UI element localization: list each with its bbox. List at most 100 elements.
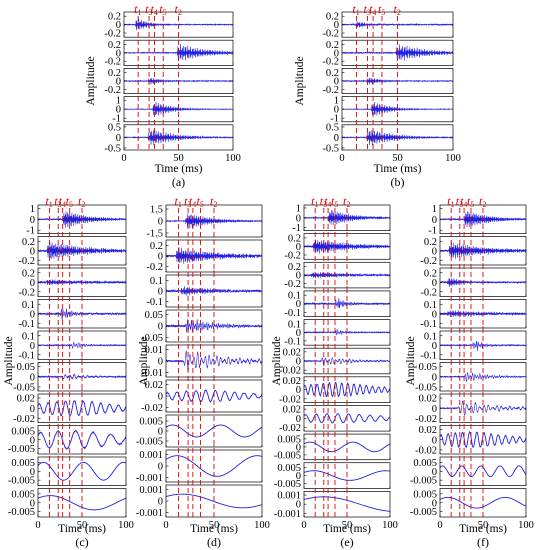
y-tick-label: -0.2 (284, 279, 301, 290)
trace-e-8: 0.020-0.02 (279, 405, 391, 434)
y-tick-label: 0.2 (150, 241, 163, 252)
trace-e-1: 10-1 (292, 203, 391, 234)
y-tick-label: -0.1 (420, 350, 437, 361)
y-axis-title: Amplitude (271, 336, 283, 385)
y-tick-label: 0.005 (413, 489, 437, 500)
y-tick-label: 0 (116, 48, 121, 59)
trace-b-2: 0.20-0.2 (322, 39, 454, 68)
waveform-c-9 (37, 461, 127, 481)
trace-b-4: 10-1 (330, 96, 454, 125)
trace-b-5: 0.50-0.5 (322, 122, 454, 154)
y-tick-label: 0.005 (11, 426, 35, 437)
trace-d-3: 0.10-0.1 (146, 274, 263, 308)
y-tick-label: 0 (296, 213, 301, 224)
marker-label-t3: t3 (320, 194, 327, 209)
trace-f-5: 0.10-0.1 (420, 330, 527, 361)
y-tick-label: 0 (30, 215, 35, 226)
y-axis-title: Amplitude (3, 336, 15, 385)
y-tick-label: -0.2 (18, 287, 35, 298)
y-tick-label: -1.5 (146, 229, 163, 240)
marker-label-t4: t4 (369, 2, 376, 17)
y-tick-label: 0.1 (150, 276, 163, 287)
y-tick-label: 0 (158, 497, 163, 508)
y-tick-label: 0.1 (424, 300, 437, 311)
y-tick-label: -0.5 (104, 143, 121, 154)
y-tick-label: -0.1 (146, 297, 163, 308)
y-tick-label: 0 (30, 467, 35, 478)
y-axis-title: Amplitude (405, 336, 417, 385)
y-tick-label: 0.2 (424, 268, 437, 279)
y-tick-label: 0.001 (277, 491, 301, 502)
y-tick-label: 0.02 (283, 405, 301, 416)
panel-letter-e: (e) (340, 535, 353, 549)
y-tick-label: -0.2 (284, 251, 301, 262)
marker-label-t1: t1 (447, 194, 454, 209)
y-tick-label: -0.5 (322, 143, 339, 154)
marker-label-t5: t5 (66, 194, 73, 209)
panel-b: 0.20-0.20.20-0.20.20-0.210-10.50-0.50 50 1… (294, 2, 461, 189)
x-tick-label: 50 (392, 153, 403, 164)
trace-a-5: 0.50-0.5 (104, 122, 234, 154)
y-tick-label: 0.1 (22, 300, 35, 311)
waveform-d-2 (165, 247, 263, 264)
trace-d-1: 1.50-1.5 (146, 205, 263, 240)
waveform-e-4 (303, 298, 391, 309)
marker-label-t5: t5 (467, 194, 474, 209)
y-tick-label: 0 (30, 309, 35, 320)
x-tick-label: 100 (445, 153, 461, 164)
y-tick-label: 0 (296, 442, 301, 453)
waveform-c-8 (37, 429, 127, 450)
y-tick-label: -0.2 (322, 85, 339, 96)
panel-letter-a: (a) (172, 175, 185, 189)
trace-b-1: 0.20-0.2 (322, 11, 454, 40)
y-tick-label: -0.2 (104, 85, 121, 96)
y-tick-label: -0.02 (13, 414, 35, 425)
y-tick-label: 0 (334, 133, 339, 144)
y-tick-label: -0.2 (322, 57, 339, 68)
y-tick-label: 0 (296, 328, 301, 339)
y-tick-label: 0.2 (424, 237, 437, 248)
y-tick-label: 0 (296, 471, 301, 482)
y-tick-label: 0.2 (326, 40, 339, 51)
y-tick-label: 0 (30, 278, 35, 289)
y-tick-label: 0 (334, 77, 339, 88)
waveform-d-1 (165, 213, 263, 229)
marker-label-t4: t4 (460, 194, 467, 209)
y-tick-label: 0 (432, 435, 437, 446)
panel-d: 1.50-1.50.20-0.20.10-0.10.050-0.050.010-… (136, 194, 270, 549)
y-tick-label: -0.005 (8, 476, 35, 487)
y-tick-label: -0.05 (13, 382, 35, 393)
y-tick-label: -1 (292, 223, 301, 234)
y-tick-label: -0.02 (415, 414, 437, 425)
y-tick-label: 0 (116, 105, 121, 116)
trace-frame (303, 433, 391, 461)
y-tick-label: -0.2 (420, 287, 437, 298)
y-tick-label: 0 (334, 105, 339, 116)
y-tick-label: 0 (30, 498, 35, 509)
x-tick-label: 100 (518, 520, 534, 531)
x-axis-title: Time (ms) (155, 163, 203, 175)
y-tick-label: -0.005 (8, 444, 35, 455)
marker-label-t3: t3 (54, 194, 61, 209)
marker-label-t2: t2 (343, 194, 350, 209)
waveform-d-4 (165, 318, 263, 333)
y-tick-label: 0.05 (419, 362, 437, 373)
y-tick-label: -0.001 (136, 508, 163, 519)
y-tick-label: 0.001 (139, 450, 163, 461)
y-tick-label: -1 (112, 114, 121, 125)
y-tick-label: -0.1 (284, 336, 301, 347)
x-tick-label: 0 (163, 520, 168, 531)
x-tick-label: 0 (301, 520, 306, 531)
y-tick-label: 0.2 (108, 40, 121, 51)
y-tick-label: -0.2 (104, 57, 121, 68)
marker-label-t5: t5 (159, 2, 166, 17)
y-tick-label: -0.02 (141, 403, 163, 414)
y-tick-label: -0.2 (18, 256, 35, 267)
marker-label-t1: t1 (134, 2, 141, 17)
trace-a-2: 0.20-0.2 (104, 39, 234, 68)
panel-letter-f: (f) (477, 535, 489, 549)
